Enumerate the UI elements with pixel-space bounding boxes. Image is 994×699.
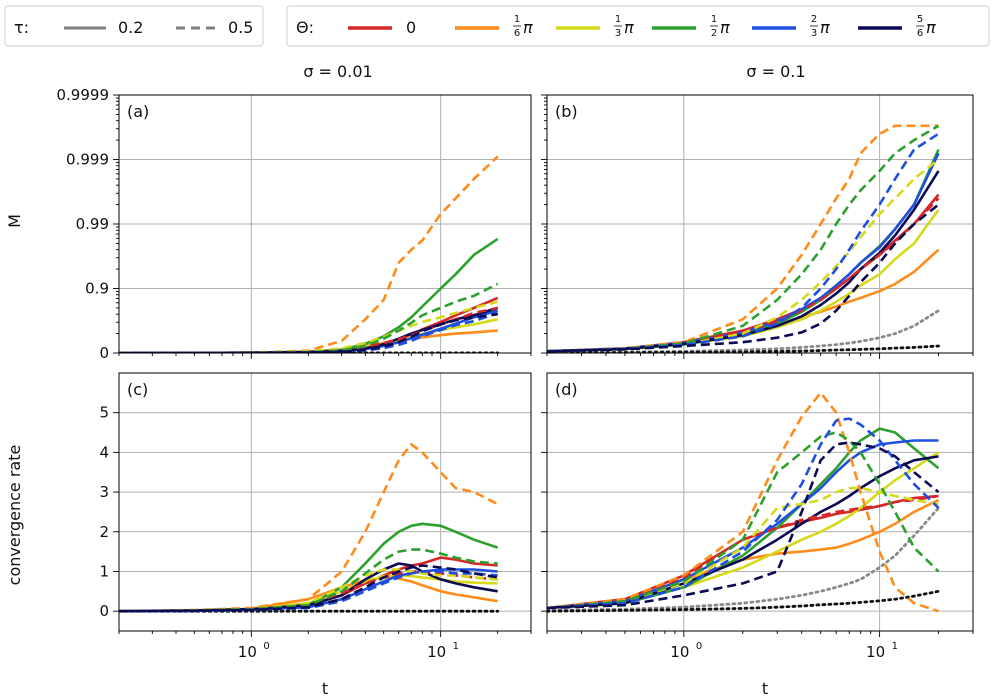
series-line-theta-1-6pi-tau-0.5 (547, 124, 939, 353)
panel-a: 0 0.9 0.99 0.999 0.9999 (a) (57, 86, 532, 362)
baseline-dotted-line-2 (547, 344, 940, 353)
legend-theta-den-2: 6 (514, 28, 520, 39)
y-tick-label: 0.99 (76, 215, 109, 233)
xlabel-right: t (762, 679, 768, 698)
axes-frame (546, 372, 974, 632)
legend-theta-label-4: π (720, 18, 730, 37)
legend-theta-label-5: π (820, 18, 830, 37)
y-tick-label: 0.9 (85, 280, 109, 298)
series-line-theta-1-2pi-tau-0.2 (547, 427, 940, 610)
legend-theta-symbol: Θ: (296, 18, 314, 37)
y-tick-label: 0 (99, 602, 109, 620)
series-line-theta-2-3pi-tau-0.5 (547, 132, 940, 353)
legend-theta: Θ: 0 16 π 13 π 12 π 23 π 56 π (286, 5, 990, 47)
panel-label: (c) (127, 380, 148, 399)
baseline-dotted-line-1 (547, 506, 940, 612)
series-line-theta-5-6pi-tau-0.5 (547, 441, 940, 610)
column-title-right: σ = 0.1 (746, 62, 805, 81)
y-tick-label: 1 (99, 562, 109, 580)
legend-tau-label-2: 0.5 (228, 18, 253, 37)
series-line-theta-1-6pi-tau-0.5 (119, 443, 499, 613)
x-tick-label-base: 10 (866, 643, 885, 661)
panel-label: (b) (555, 102, 578, 121)
x-tick-label-base: 10 (238, 643, 257, 661)
legend-theta-label-2: π (523, 18, 533, 37)
series-line-theta-5-6pi-tau-0.5 (547, 203, 940, 353)
legend-theta-den-6: 6 (917, 28, 923, 39)
x-tick-label-exponent: 0 (696, 641, 702, 652)
y-tick-label: 0 (99, 344, 109, 362)
series-line-theta-1-6pi-tau-0.2 (547, 498, 940, 610)
xlabel-left: t (322, 679, 328, 698)
panel-label: (a) (127, 102, 149, 121)
series-group (547, 391, 940, 613)
axes-frame (546, 94, 974, 354)
series-line-theta-5-6pi-tau-0.2 (547, 455, 939, 610)
y-tick-label: 0.9999 (57, 86, 110, 104)
series-group (547, 124, 940, 353)
baseline-dotted-line-2 (547, 589, 940, 613)
panel-label: (d) (555, 380, 578, 399)
legend-theta-num-4: 1 (711, 14, 717, 25)
y-tick-label: 0.999 (66, 151, 109, 169)
legend-theta-den-3: 3 (615, 28, 621, 39)
column-title-left: σ = 0.01 (303, 62, 372, 81)
ylabel-bottom: convergence rate (5, 445, 24, 586)
y-tick-label: 3 (99, 483, 109, 501)
x-tick-label-exponent: 1 (453, 641, 459, 652)
x-tick-label-exponent: 0 (263, 641, 269, 652)
series-line-theta-1-6pi-tau-0.5 (547, 391, 939, 613)
legend-theta-num-6: 5 (917, 14, 923, 25)
panel-b: (b) (541, 94, 974, 359)
legend-theta-label-6: π (926, 18, 936, 37)
ylabel-top: M (5, 214, 24, 228)
axes-frame (118, 94, 532, 354)
series-line-theta-1-3pi-tau-0.2 (547, 451, 940, 610)
panel-d: 10 0 10 1 (d) (541, 372, 974, 661)
legend-theta-label-1: 0 (406, 18, 416, 37)
series-line-theta-1-2pi-tau-0.5 (547, 124, 940, 353)
legend-tau: τ: 0.2 0.5 (4, 5, 264, 47)
axes-frame (118, 372, 532, 632)
y-tick-label: 2 (99, 523, 109, 541)
legend-theta-num-5: 2 (811, 14, 817, 25)
legend-theta-den-5: 3 (811, 28, 817, 39)
legend-tau-symbol: τ: (14, 18, 29, 37)
legend-theta-den-4: 2 (711, 28, 717, 39)
y-tick-label: 5 (99, 404, 109, 422)
series-line-theta-0-tau-0.5 (547, 494, 939, 610)
series-line-theta-2-3pi-tau-0.5 (547, 417, 940, 610)
series-line-theta-5-6pi-tau-0.5 (119, 564, 498, 613)
x-tick-label-base: 10 (427, 643, 446, 661)
x-tick-label-exponent: 1 (892, 641, 898, 652)
y-tick-label: 4 (99, 443, 109, 461)
legend-theta-num-3: 1 (615, 14, 621, 25)
x-tick-label-base: 10 (670, 643, 689, 661)
series-line-theta-2-3pi-tau-0.2 (547, 439, 939, 610)
series-line-theta-1-3pi-tau-0.5 (547, 486, 939, 610)
legend-theta-num-2: 1 (514, 14, 520, 25)
legend-theta-label-3: π (624, 18, 634, 37)
series-group (119, 443, 500, 613)
legend-tau-label-1: 0.2 (118, 18, 143, 37)
